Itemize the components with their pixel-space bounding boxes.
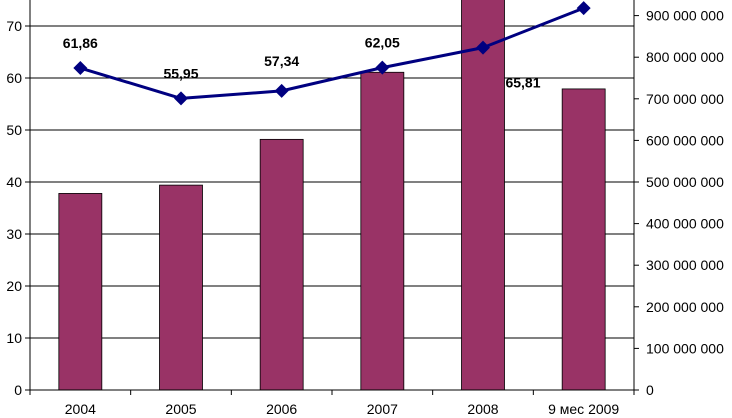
left-tick-label: 40 xyxy=(6,174,22,190)
x-tick-label: 2007 xyxy=(367,401,398,417)
bar-series xyxy=(58,0,606,391)
right-tick-label: 600 000 000 xyxy=(646,132,724,148)
left-tick-label: 50 xyxy=(6,122,22,138)
left-tick-label: 30 xyxy=(6,226,22,242)
x-tick-label: 2006 xyxy=(266,401,297,417)
line-point-marker xyxy=(375,60,390,75)
x-tick-label: 2004 xyxy=(65,401,96,417)
right-tick-label: 400 000 000 xyxy=(646,216,724,232)
line-data-label: 55,95 xyxy=(163,65,198,81)
left-axis-ticks: 0 10 20 30 40 50 60 70 xyxy=(6,18,30,398)
left-tick-label: 0 xyxy=(14,382,22,398)
line-point-marker xyxy=(73,61,88,76)
bar xyxy=(159,184,203,391)
right-tick-label: 500 000 000 xyxy=(646,174,724,190)
bar xyxy=(561,88,606,391)
line-point-marker xyxy=(174,91,188,106)
right-tick-label: 700 000 000 xyxy=(646,91,724,107)
right-tick-label: 0 xyxy=(646,382,654,398)
right-axis-ticks: 0 100 000 000 200 000 000 300 000 000 400 00… xyxy=(634,8,724,398)
left-tick-label: 60 xyxy=(6,70,22,86)
line-point-marker xyxy=(274,83,289,98)
right-tick-label: 900 000 000 xyxy=(646,8,724,24)
line-data-label: 61,86 xyxy=(63,35,98,51)
left-tick-label: 70 xyxy=(6,18,22,34)
line-point-marker xyxy=(476,40,490,55)
left-tick-label: 20 xyxy=(6,278,22,294)
bar xyxy=(58,193,103,391)
line-series xyxy=(73,1,591,106)
right-tick-label: 200 000 000 xyxy=(646,299,724,315)
gridlines xyxy=(30,25,634,339)
bar xyxy=(461,0,505,391)
bar xyxy=(259,138,304,391)
x-tick-label: 2008 xyxy=(467,401,498,417)
line-data-label: 57,34 xyxy=(264,53,299,69)
x-axis-ticks: 2004 2005 2006 2007 2008 9 мес 2009 xyxy=(65,401,620,417)
x-tick-label: 2005 xyxy=(165,401,196,417)
line-data-label: 65,81 xyxy=(505,75,540,91)
axes xyxy=(25,0,639,395)
right-tick-label: 100 000 000 xyxy=(646,340,724,356)
line-data-label: 62,05 xyxy=(365,35,400,51)
right-tick-label: 300 000 000 xyxy=(646,257,724,273)
line-point-marker xyxy=(576,1,591,16)
right-tick-label: 800 000 000 xyxy=(646,49,724,65)
bar xyxy=(360,71,405,391)
left-tick-label: 10 xyxy=(6,330,22,346)
x-tick-label: 9 мес 2009 xyxy=(548,401,619,417)
series-line xyxy=(79,6,585,100)
